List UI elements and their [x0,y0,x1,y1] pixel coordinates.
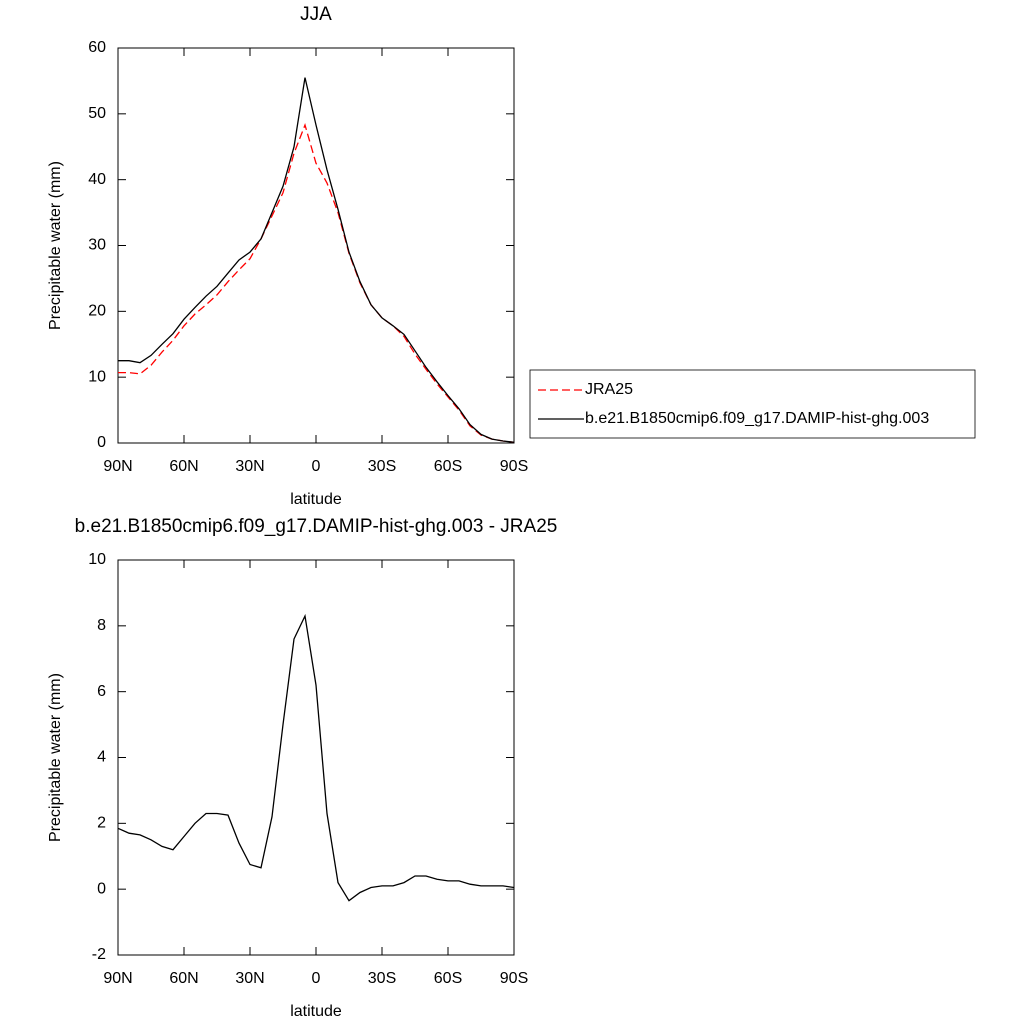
legend-label: b.e21.B1850cmip6.f09_g17.DAMIP-hist-ghg.… [585,410,929,427]
data-line [117,613,515,902]
chart-title: b.e21.B1850cmip6.f09_g17.DAMIP-hist-ghg.… [75,516,558,537]
plot-frame [117,559,515,956]
y-tick-label: 8 [97,617,106,634]
x-tick-label: 30N [235,458,264,475]
x-axis-label: latitude [290,1003,342,1020]
y-tick-label: 0 [97,880,106,897]
y-tick-label: 10 [88,551,106,568]
x-tick-label: 90S [500,458,528,475]
x-tick-label: 30S [368,970,396,987]
y-tick-label: 50 [88,105,106,122]
x-tick-label: 30S [368,458,396,475]
x-tick-label: 60N [169,970,198,987]
y-tick-label: 40 [88,171,106,188]
y-tick-label: 20 [88,303,106,320]
y-tick-label: -2 [92,946,106,963]
y-tick-label: 10 [88,368,106,385]
y-tick-label: 2 [97,815,106,832]
y-tick-label: 4 [97,749,106,766]
chart-title: JJA [300,4,332,25]
legend-box [529,369,976,439]
y-tick-label: 30 [88,237,106,254]
y-tick-label: 60 [88,39,106,56]
x-tick-label: 60N [169,458,198,475]
x-tick-label: 0 [312,458,321,475]
y-axis-label: Precipitable water (mm) [47,161,64,330]
data-line [118,77,515,443]
x-tick-label: 90N [103,458,132,475]
x-tick-label: 90S [500,970,528,987]
x-tick-label: 60S [434,458,462,475]
y-tick-label: 0 [97,434,106,451]
plot-frame [117,47,515,444]
x-tick-label: 90N [103,970,132,987]
y-axis-label: Precipitable water (mm) [47,673,64,842]
x-tick-label: 30N [235,970,264,987]
x-axis-label: latitude [290,491,342,508]
x-tick-label: 0 [312,970,321,987]
data-line [118,122,515,443]
y-tick-label: 6 [97,683,106,700]
legend-label: JRA25 [585,381,633,398]
x-tick-label: 60S [434,970,462,987]
